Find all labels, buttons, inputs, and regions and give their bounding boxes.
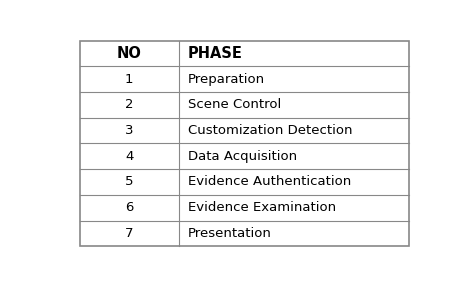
Text: 3: 3 [125, 124, 133, 137]
Text: 7: 7 [125, 227, 133, 240]
Text: 1: 1 [125, 73, 133, 86]
Text: Preparation: Preparation [187, 73, 265, 86]
Text: Evidence Examination: Evidence Examination [187, 201, 336, 214]
Text: Data Acquisition: Data Acquisition [187, 150, 297, 163]
Text: 6: 6 [125, 201, 133, 214]
Text: Evidence Authentication: Evidence Authentication [187, 176, 351, 189]
Text: 4: 4 [125, 150, 133, 163]
Text: NO: NO [117, 46, 142, 61]
Text: 2: 2 [125, 98, 133, 111]
Text: 5: 5 [125, 176, 133, 189]
Text: PHASE: PHASE [187, 46, 242, 61]
Text: Customization Detection: Customization Detection [187, 124, 352, 137]
Text: Presentation: Presentation [187, 227, 271, 240]
Text: Scene Control: Scene Control [187, 98, 281, 111]
